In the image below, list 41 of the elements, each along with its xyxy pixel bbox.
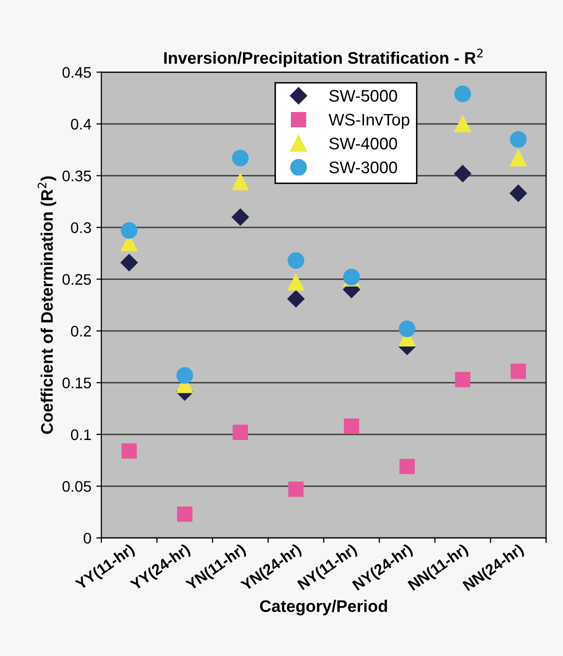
point (288, 252, 304, 269)
point (177, 506, 192, 522)
y-tick-label: 0.05 (62, 481, 91, 492)
point (287, 290, 304, 308)
point (232, 174, 249, 190)
y-tick-label: 0.1 (70, 429, 91, 440)
y-tick-label: 0.3 (70, 222, 91, 234)
y-tick-label: 0 (84, 532, 92, 544)
y-tick-label: 0.2 (70, 326, 91, 337)
chart-title: Inversion/Precipitation Stratification - R$^{2}$ (164, 48, 483, 68)
point (232, 424, 248, 440)
y-tick-label: 0.4 (70, 118, 92, 130)
point (176, 367, 194, 384)
point (120, 254, 138, 272)
point (510, 150, 527, 166)
legend-label: SW-4000 (329, 138, 398, 150)
point (232, 150, 249, 166)
point (454, 116, 472, 132)
point (122, 443, 137, 459)
y-tick-label: 0.15 (62, 378, 91, 388)
point (120, 222, 138, 239)
point (288, 482, 304, 497)
point (510, 131, 527, 148)
point (399, 458, 415, 474)
y-tick-label: 0.35 (62, 170, 91, 182)
point (232, 208, 249, 226)
x-axis-title: Category/Period (260, 600, 387, 616)
point (344, 418, 360, 434)
legend-label: SW-5000 (329, 90, 398, 102)
y-tick-label: 0.45 (62, 67, 91, 78)
point (455, 372, 470, 388)
point (454, 86, 472, 102)
y-axis-title: Coefficient of Determination (R$^{2}$) (38, 176, 56, 434)
point (510, 364, 526, 379)
point (510, 184, 527, 202)
legend-label: WS-InvTop (328, 114, 410, 129)
legend-label: SW-3000 (329, 162, 398, 174)
point (398, 320, 416, 338)
y-tick-label: 0.25 (62, 274, 91, 285)
point (288, 274, 304, 291)
point (454, 165, 472, 182)
